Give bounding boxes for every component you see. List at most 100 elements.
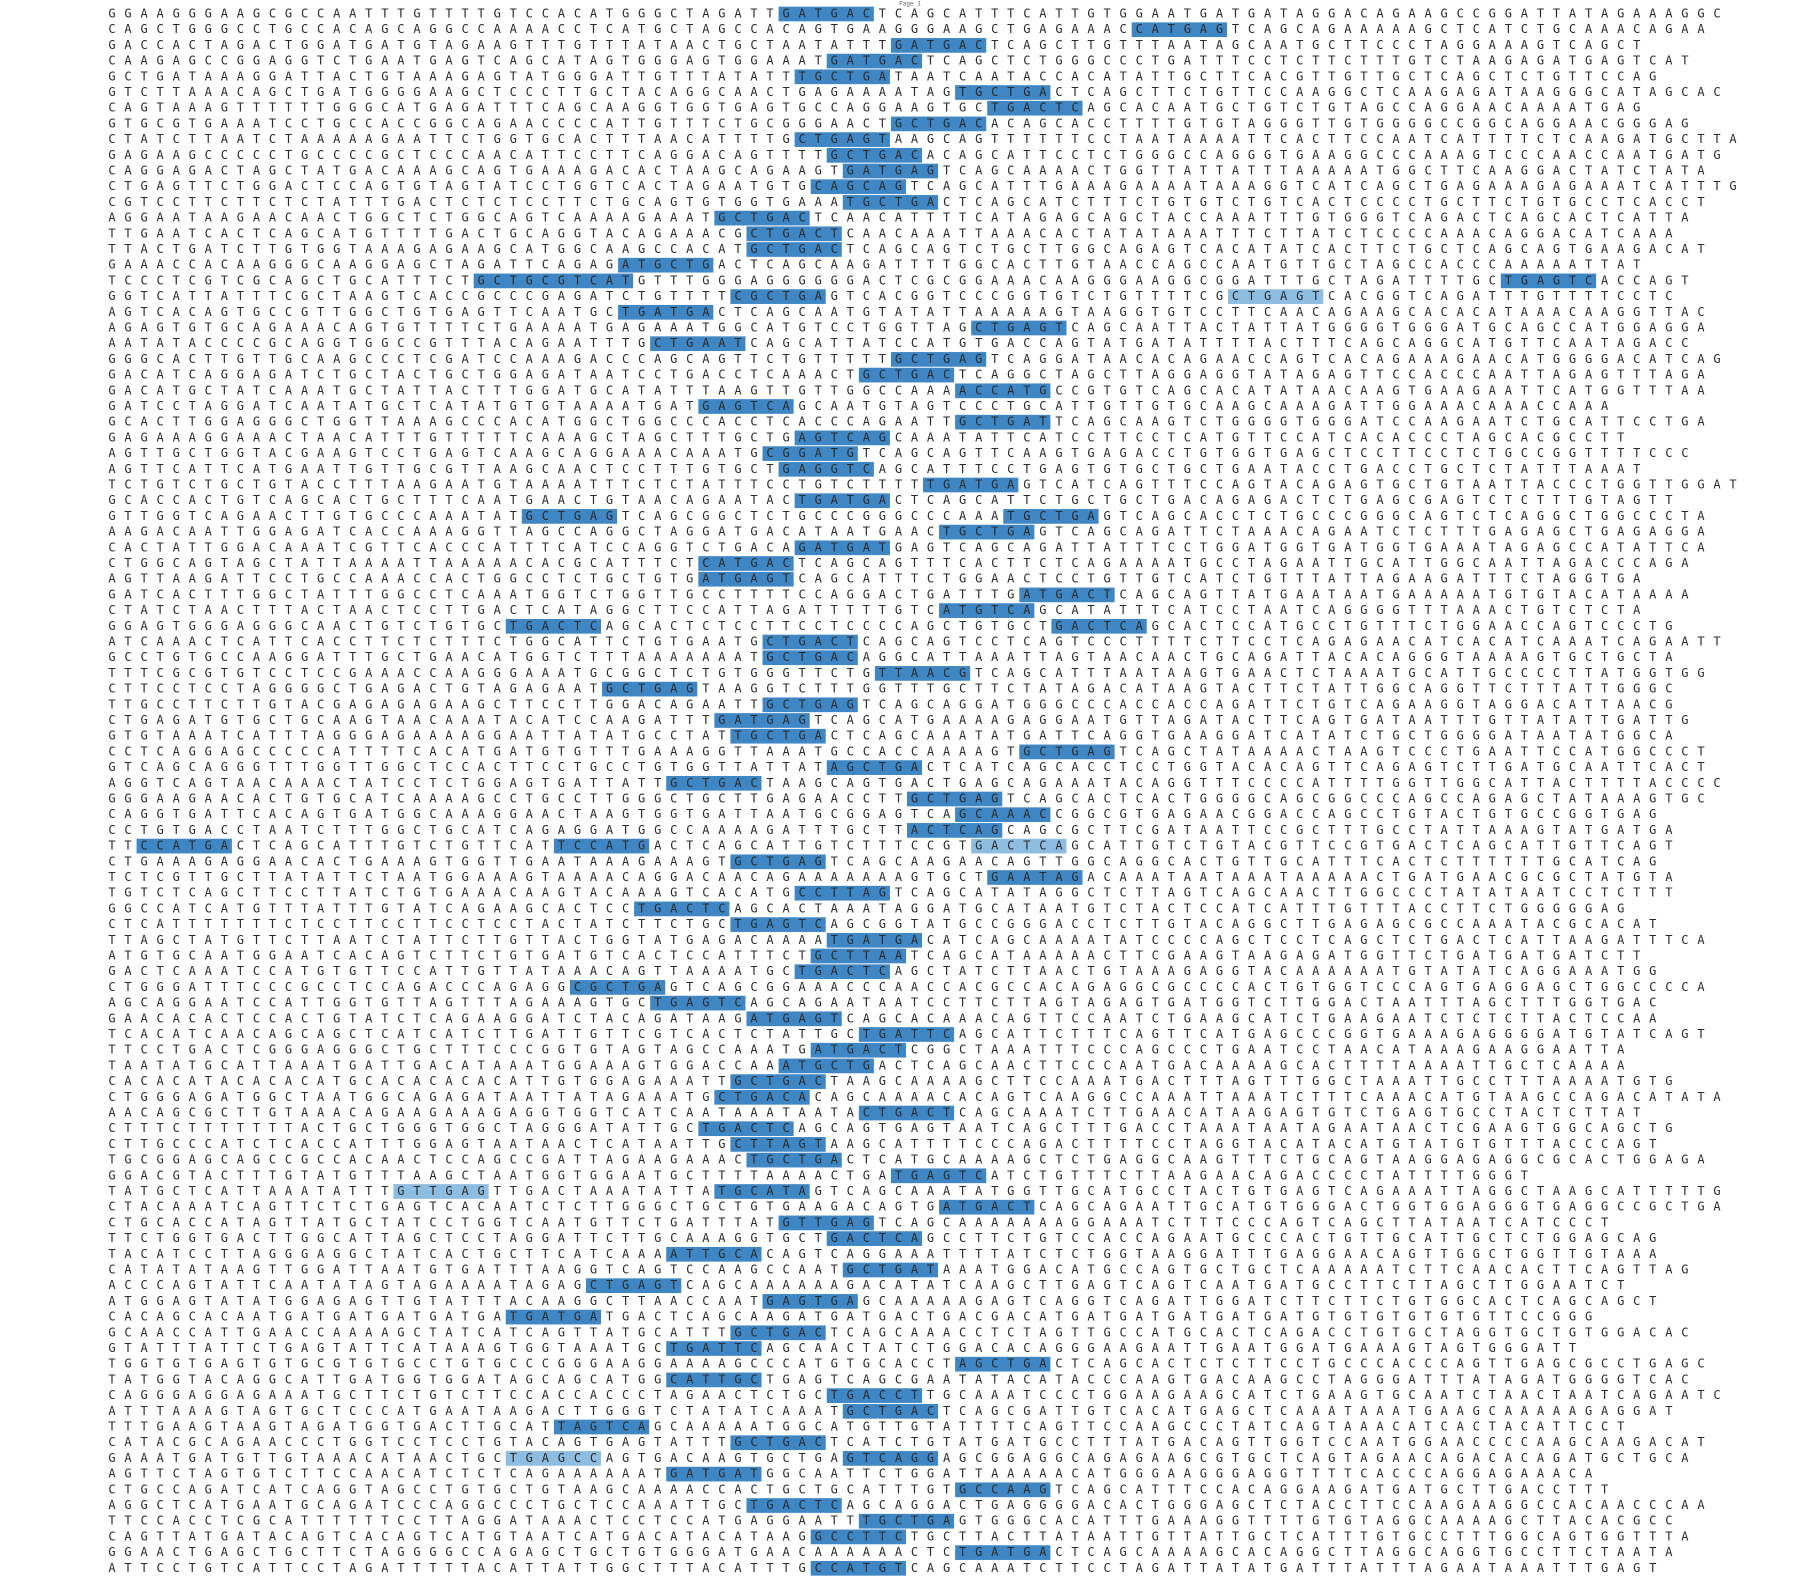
- motif-highlight: [842, 163, 939, 179]
- motif-highlight: [842, 1451, 939, 1466]
- motif-highlight: [730, 1074, 826, 1089]
- motif-highlight: [730, 1435, 826, 1451]
- sequence-row: CATACGCAGAACCCTGGTCCTCCTGTACAGTGAGTATTTG…: [108, 1435, 1704, 1449]
- sequence-row: GAAATGATGTTGTAAACATAACTGCTGAGCCAGTGACAAG…: [108, 1451, 1689, 1465]
- motif-highlight: [810, 948, 906, 964]
- motif-highlight: [939, 603, 1035, 618]
- sequence-row: ATGGAGTATATGGAGAGTTGTATTTACAAGGCTTAACCAA…: [108, 1294, 1656, 1308]
- motif-highlight: [666, 1246, 762, 1262]
- motif-highlight: [826, 53, 923, 69]
- sequence-row: GATCCTAGGATCAATATGCTCATATGTGTAAAATGATGAG…: [108, 399, 1609, 413]
- sequence-row: GGAGTGGGAGGGCAACTGTCTGTGCTGACTCAGCACTCTC…: [108, 619, 1672, 633]
- sequence-row: CTGAAAGAGGAACACTGAAAGTGGTTGAATAAAGAAAGTG…: [108, 854, 1656, 868]
- motif-highlight: [826, 932, 923, 948]
- sequence-row: GAAACCACAAGGGCAAGGAGCTAGATTCAGAGATGCTGAC…: [108, 258, 1640, 272]
- sequence-row: GACTCAAATCCATGTGTTCCATTGTTATAAACAGTTAAAA…: [108, 964, 1656, 978]
- sequence-row: TTTGAAGTAAGTAGATGGTGACTTGCATTAGTCAGCAAAA…: [108, 1420, 1624, 1434]
- motif-highlight: [666, 1341, 762, 1356]
- sequence-row: AGCAGGAATCCATTGGTGTTAGTTTAGAAAGTGCTGAGTC…: [108, 996, 1656, 1010]
- sequence-row: GAACACACTCCACTGTATCTCAGAAGGATCTACAGATAAG…: [108, 1011, 1657, 1025]
- motif-highlight: [923, 477, 1019, 493]
- sequence-row: CTCATTTTTTTCTCCTTCCTTCCTCCTACTATCTTCTGCT…: [108, 917, 1656, 931]
- sequence-row: TTACTGATCTTGTGGTAAAGAGAAGCATGGCAAGCCACAT…: [108, 242, 1704, 256]
- sequence-row: GCAACCATTGAACCAAAAGCTATCATCAGTTATGCATTTG…: [108, 1325, 1688, 1339]
- motif-highlight: [858, 1513, 955, 1529]
- motif-highlight: [890, 1168, 987, 1184]
- sequence-row: CATATATAAGTTGGATTAATGTGATTTAAGGTCAGTCCAA…: [108, 1263, 1688, 1277]
- motif-highlight: [650, 995, 746, 1011]
- sequence-row: GCACTTGGAGGGCTGGTTAAAGCCCACATGGCTGGCCCAC…: [108, 415, 1705, 429]
- motif-highlight: [939, 524, 1035, 540]
- motif-highlight: [666, 1466, 762, 1482]
- motif-highlight: [505, 1451, 602, 1466]
- sequence-row: AGTTAAGATTCCTGCCAAACCACTGGCCTCTGCTGTGATG…: [108, 572, 1641, 586]
- motif-highlight: [698, 571, 794, 587]
- motif-highlight: [858, 1027, 955, 1042]
- motif-highlight: [650, 336, 746, 352]
- sequence-row: TCTGTCTGCTGTACCTTTAAGAATGTAAAATTTCTCTATT…: [108, 478, 1736, 492]
- motif-highlight: [778, 6, 874, 22]
- motif-highlight: [955, 1545, 1051, 1560]
- sequence-row: GGGCACTTGTTGCAAGCCCTCGATCCAAAGACCCAGCAGT…: [108, 352, 1720, 366]
- sequence-row: CTGAGATGTGCTGCAAGTAACAAATACATCCAAGATTTGA…: [108, 713, 1688, 727]
- sequence-row: CCTGTGACCTAATCTTTGGCTGCATCAGAGGATGGCCAAA…: [108, 823, 1673, 837]
- sequence-row: GGTCATTATTTCGCTAAGTCACCGCCCGAGATCTGTTTTC…: [108, 289, 1672, 303]
- motif-highlight: [971, 838, 1067, 854]
- sequence-row: CAGTAAAGTTTTTTGGGCATGAGATTTCAGCAAGGTGGTG…: [108, 101, 1640, 115]
- motif-highlight: [987, 870, 1083, 885]
- motif-highlight: [794, 540, 890, 556]
- sequence-row: CAGGGAGGAGAAATGCTTCTGTCTTCCACCACCCTAGAAC…: [108, 1388, 1720, 1402]
- sequence-row: TGGTGTGAGTGTGCGTGTGCCTGTGCCCGGGAAGGAAAAG…: [108, 1357, 1704, 1371]
- motif-highlight: [858, 367, 955, 383]
- sequence-row: CAGCTGGGCCTGCCACAGCAGGCCAAAACCTCATGCTAGC…: [108, 22, 1705, 36]
- motif-highlight: [858, 1105, 955, 1121]
- motif-highlight: [906, 823, 1003, 838]
- motif-highlight: [393, 1184, 489, 1199]
- motif-highlight: [906, 791, 1003, 807]
- sequence-row: GTATTTATTCTGAGTATTCATAAAGTGGTAAATGCTGATT…: [108, 1341, 1576, 1355]
- sequence-row: CTGGGAGATGGCTAATGGCAGAGATAATTATAGAAATGCT…: [108, 1090, 1721, 1104]
- motif-highlight: [698, 399, 794, 414]
- sequence-row: AGTTCTAGTGTCTTCCAACATCTCTCAGAAAAAATGATGA…: [108, 1467, 1593, 1481]
- motif-highlight: [746, 226, 842, 242]
- sequence-row: CTGCCAGATCATCAGGTAGCCTGTGCTGTAAGCAAAACCA…: [108, 1482, 1608, 1496]
- sequence-row: GGCCATCATGTTTATTTGTATCAGAAGCACTCCTGACTCA…: [108, 901, 1624, 915]
- motif-highlight: [778, 1058, 874, 1074]
- motif-highlight: [136, 838, 232, 854]
- sequence-row: ATCAAACTCATTCACCTTCTCTTTCTGGCATTCTGTGAAT…: [108, 635, 1720, 649]
- sequence-row: CTTCCTCCTAGGGGCTGAGACTGTAGAGAATGCTGAGTAA…: [108, 682, 1672, 696]
- sequence-row: GTTGGTCAGAACTTGTGCCCAAATATGCTGAGTCAGCGGC…: [108, 509, 1705, 523]
- motif-highlight: [778, 1215, 874, 1231]
- sequence-row: TACATCCTTAGGGAGGCTATCACTGCTTCATCAAAATTGC…: [108, 1247, 1657, 1261]
- sequence-row: GACATGCTATCAAATGCTATTACTTTGGATGCATATTTAA…: [108, 383, 1705, 397]
- sequence-row: CACACATACACACATGCACACACACATTGTGGAGAAATTG…: [108, 1074, 1672, 1088]
- sequence-row: GGAAGGGAAGCGCCAATTTGTTTTGTCCACATGGGCTAGA…: [108, 7, 1720, 21]
- sequence-row: AGGAATAAGAACAACTGGCTCTGGCAGTCAAAAGAAATGC…: [108, 211, 1689, 225]
- sequence-row: TTGAATCACTCAGCATGTTTTGACTGCAGGTACAGAAACG…: [108, 226, 1673, 240]
- sequence-row: TTCTGGTGACTTGGCATTAGCTCCTAGGATTCTTGCAAAG…: [108, 1231, 1656, 1245]
- motif-highlight: [714, 1089, 810, 1105]
- sequence-row: CTATCTAACTTTACTAACTCCTTGACTCATAGGCTTCCAT…: [108, 603, 1641, 617]
- sequence-row: AGAGTGTGCAGAAACAGTGTTTTCTGAAAATGAGAAATGG…: [108, 321, 1705, 335]
- motif-highlight: [1131, 22, 1227, 38]
- sequence-row: GTGCGTGAAATCCTGCCACCGGCAGAACCCCATTGTTTCT…: [108, 116, 1688, 130]
- sequence-row: TCTCGTTGCTTATATTCTAATGGAAAGTAAAACAGGACAA…: [108, 870, 1673, 884]
- motif-highlight: [810, 1529, 906, 1545]
- motif-highlight: [874, 666, 971, 681]
- sequence-row: CTTGCCCATCTCACCATTTGGAGTAATAACTCATAATTGC…: [108, 1137, 1656, 1151]
- motif-highlight: [746, 242, 842, 257]
- motif-highlight: [1019, 744, 1115, 760]
- motif-highlight: [746, 1498, 842, 1513]
- sequence-row: TCCCTCGTCGCAGCTGCATTTCTGCTGCGTCATGTTTGGG…: [108, 273, 1688, 287]
- sequence-row: TTCCTGACTCGGGAGGGCTGCTTTCCCGGTGTAGTAGCCA…: [108, 1043, 1625, 1057]
- sequence-row: TAATATGCATTAAATGATTGACATAAATGGAAAGTGGACC…: [108, 1058, 1625, 1072]
- motif-highlight: [810, 1560, 906, 1576]
- motif-highlight: [730, 854, 826, 870]
- motif-highlight: [971, 320, 1067, 336]
- motif-highlight: [842, 1403, 939, 1419]
- sequence-row: GCTGATAAAGGATTACTGTAAAGAGTATGGGATTGTTTAT…: [108, 69, 1656, 83]
- motif-highlight: [939, 1199, 1035, 1215]
- motif-highlight: [602, 681, 698, 697]
- motif-highlight: [955, 85, 1051, 100]
- sequence-row: GACCACTAGACTGGATGATGTAGAAGTTTGTTTATAACTG…: [108, 38, 1640, 52]
